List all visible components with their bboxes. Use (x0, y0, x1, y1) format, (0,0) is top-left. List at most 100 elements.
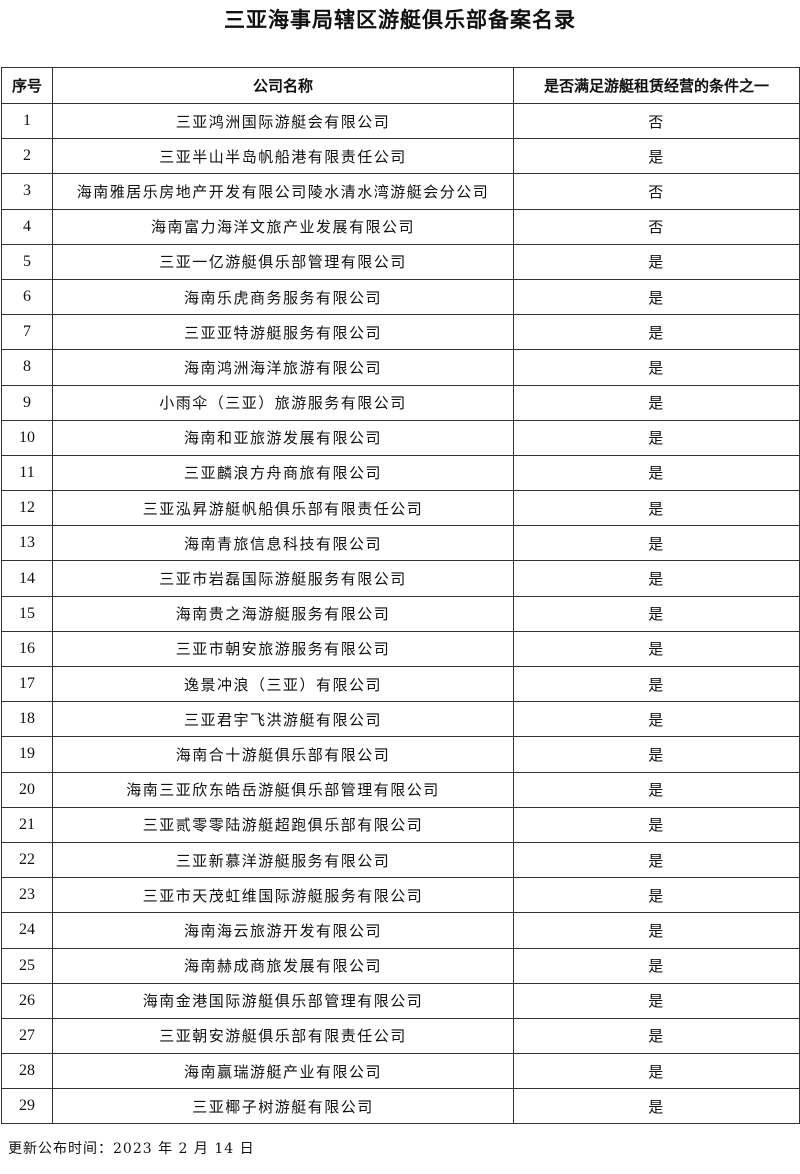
row-index: 6 (1, 278, 53, 316)
header-condition: 是否满足游艇租赁经营的条件之一 (513, 67, 800, 104)
condition-met: 是 (513, 630, 800, 668)
company-name: 海南鸿洲海洋旅游有限公司 (52, 349, 514, 386)
condition-met: 是 (513, 525, 800, 562)
row-index: 3 (1, 173, 53, 210)
registry-table: 序号 公司名称 是否满足游艇租赁经营的条件之一 1 三亚鸿洲国际游艇会有限公司否 2… (1, 67, 800, 1125)
row-index: 14 (1, 560, 53, 597)
row-index: 18 (1, 701, 53, 738)
row-index: 13 (1, 525, 53, 562)
table-row: 7 三亚亚特游艇服务有限公司是 (1, 314, 800, 351)
table-row: 13 海南青旅信息科技有限公司是 (1, 525, 800, 562)
condition-met: 是 (513, 982, 800, 1019)
table-row: 5 三亚一亿游艇俱乐部管理有限公司是 (1, 243, 800, 280)
company-name: 三亚半山半岛帆船港有限责任公司 (52, 138, 514, 175)
table-row: 10 海南和亚旅游发展有限公司是 (1, 419, 800, 456)
condition-met: 是 (513, 1053, 800, 1090)
company-name: 海南赢瑞游艇产业有限公司 (52, 1053, 514, 1090)
company-name: 三亚新慕洋游艇服务有限公司 (52, 841, 514, 879)
table-row: 24 海南海云旅游开发有限公司是 (1, 912, 800, 949)
update-date: 更新公布时间：2023 年 2 月 14 日 (8, 1141, 255, 1157)
company-name: 小雨伞（三亚）旅游服务有限公司 (52, 384, 514, 421)
row-index: 21 (1, 806, 53, 843)
company-name: 海南金港国际游艇俱乐部管理有限公司 (52, 982, 514, 1019)
row-index: 19 (1, 736, 53, 773)
condition-met: 是 (513, 771, 800, 808)
table-row: 1 三亚鸿洲国际游艇会有限公司否 (1, 102, 800, 140)
company-name: 三亚贰零零陆游艇超跑俱乐部有限公司 (52, 806, 514, 843)
table-row: 22 三亚新慕洋游艇服务有限公司是 (1, 841, 800, 879)
table-row: 16 三亚市朝安旅游服务有限公司是 (1, 630, 800, 668)
condition-met: 是 (513, 1088, 800, 1125)
row-index: 16 (1, 630, 53, 668)
row-index: 4 (1, 208, 53, 245)
company-name: 三亚鸿洲国际游艇会有限公司 (52, 102, 514, 140)
table-row: 18 三亚君宇飞洪游艇有限公司是 (1, 701, 800, 738)
table-row: 21 三亚贰零零陆游艇超跑俱乐部有限公司是 (1, 806, 800, 843)
company-name: 三亚朝安游艇俱乐部有限责任公司 (52, 1017, 514, 1055)
company-name: 海南富力海洋文旅产业发展有限公司 (52, 208, 514, 245)
company-name: 三亚君宇飞洪游艇有限公司 (52, 701, 514, 738)
condition-met: 否 (513, 173, 800, 210)
company-name: 三亚椰子树游艇有限公司 (52, 1088, 514, 1125)
row-index: 2 (1, 138, 53, 175)
table-row: 27 三亚朝安游艇俱乐部有限责任公司是 (1, 1017, 800, 1055)
condition-met: 是 (513, 665, 800, 703)
table-row: 15 海南贵之海游艇服务有限公司是 (1, 595, 800, 632)
page-title: 三亚海事局辖区游艇俱乐部备案名录 (224, 7, 576, 32)
company-name: 海南贵之海游艇服务有限公司 (52, 595, 514, 632)
table-row: 9 小雨伞（三亚）旅游服务有限公司是 (1, 384, 800, 421)
header-index: 序号 (1, 67, 53, 104)
row-index: 5 (1, 243, 53, 280)
row-index: 12 (1, 490, 53, 527)
row-index: 25 (1, 947, 53, 984)
condition-met: 是 (513, 595, 800, 632)
company-name: 逸景冲浪（三亚）有限公司 (52, 665, 514, 703)
header-company: 公司名称 (52, 67, 514, 104)
condition-met: 是 (513, 806, 800, 843)
company-name: 海南合十游艇俱乐部有限公司 (52, 736, 514, 773)
table-row: 6 海南乐虎商务服务有限公司是 (1, 278, 800, 316)
row-index: 1 (1, 102, 53, 140)
condition-met: 否 (513, 102, 800, 140)
table-header-row: 序号 公司名称 是否满足游艇租赁经营的条件之一 (1, 67, 800, 104)
condition-met: 是 (513, 314, 800, 351)
row-index: 11 (1, 454, 53, 492)
row-index: 9 (1, 384, 53, 421)
condition-met: 是 (513, 243, 800, 280)
table-row: 29 三亚椰子树游艇有限公司是 (1, 1088, 800, 1125)
company-name: 海南雅居乐房地产开发有限公司陵水清水湾游艇会分公司 (52, 173, 514, 210)
condition-met: 是 (513, 490, 800, 527)
company-name: 三亚市朝安旅游服务有限公司 (52, 630, 514, 668)
row-index: 20 (1, 771, 53, 808)
table-row: 25 海南赫成商旅发展有限公司是 (1, 947, 800, 984)
company-name: 海南乐虎商务服务有限公司 (52, 278, 514, 316)
condition-met: 是 (513, 841, 800, 879)
condition-met: 是 (513, 138, 800, 175)
condition-met: 是 (513, 560, 800, 597)
row-index: 23 (1, 877, 53, 914)
row-index: 27 (1, 1017, 53, 1055)
company-name: 海南海云旅游开发有限公司 (52, 912, 514, 949)
company-name: 海南青旅信息科技有限公司 (52, 525, 514, 562)
table-row: 12 三亚泓昇游艇帆船俱乐部有限责任公司是 (1, 490, 800, 527)
condition-met: 否 (513, 208, 800, 245)
table-row: 28 海南赢瑞游艇产业有限公司是 (1, 1053, 800, 1090)
condition-met: 是 (513, 947, 800, 984)
row-index: 15 (1, 595, 53, 632)
row-index: 7 (1, 314, 53, 351)
condition-met: 是 (513, 419, 800, 456)
table-row: 19 海南合十游艇俱乐部有限公司是 (1, 736, 800, 773)
company-name: 三亚市岩磊国际游艇服务有限公司 (52, 560, 514, 597)
company-name: 海南和亚旅游发展有限公司 (52, 419, 514, 456)
condition-met: 是 (513, 736, 800, 773)
row-index: 24 (1, 912, 53, 949)
table-row: 20 海南三亚欣东皓岳游艇俱乐部管理有限公司是 (1, 771, 800, 808)
row-index: 8 (1, 349, 53, 386)
table-row: 14 三亚市岩磊国际游艇服务有限公司是 (1, 560, 800, 597)
table-row: 4 海南富力海洋文旅产业发展有限公司否 (1, 208, 800, 245)
condition-met: 是 (513, 1017, 800, 1055)
condition-met: 是 (513, 877, 800, 914)
company-name: 三亚亚特游艇服务有限公司 (52, 314, 514, 351)
table-row: 17 逸景冲浪（三亚）有限公司是 (1, 665, 800, 703)
row-index: 17 (1, 665, 53, 703)
